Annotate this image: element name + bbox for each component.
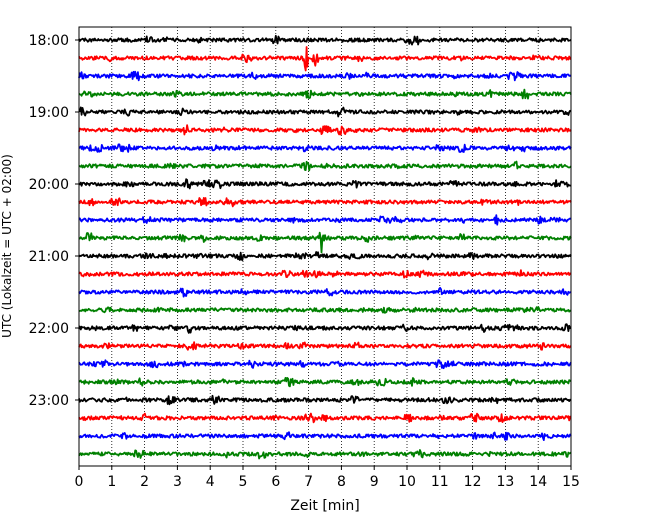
trace-row — [78, 34, 572, 46]
trace-row — [78, 377, 572, 388]
trace-row — [78, 124, 572, 136]
y-tick-label: 20:00 — [29, 177, 69, 193]
trace-row — [78, 106, 572, 118]
trace-row — [78, 143, 572, 153]
trace-row — [78, 251, 572, 261]
trace-row — [78, 341, 572, 351]
plot-frame — [78, 26, 572, 467]
x-tick-label: 10 — [398, 474, 416, 490]
y-axis-label: UTC (Lokalzeit = UTC + 02:00) — [0, 154, 14, 338]
y-tick-label: 19:00 — [29, 105, 69, 121]
x-tick-label: 2 — [140, 474, 149, 490]
trace-row — [78, 323, 572, 334]
trace-row — [78, 431, 572, 441]
trace-row — [78, 286, 572, 298]
x-tick-label: 11 — [431, 474, 449, 490]
trace-row — [78, 88, 572, 100]
x-tick-label: 9 — [370, 474, 379, 490]
trace-row — [78, 214, 572, 226]
x-tick-label: 8 — [337, 474, 346, 490]
y-tick-label: 23:00 — [29, 393, 69, 409]
trace-row — [78, 394, 572, 406]
x-tick-label: 4 — [206, 474, 215, 490]
x-tick-label: 13 — [496, 474, 514, 490]
y-tick-label: 18:00 — [29, 33, 69, 49]
x-axis-label: Zeit [min] — [290, 498, 359, 514]
trace-row — [78, 412, 571, 424]
x-tick-label: 1 — [107, 474, 116, 490]
y-tick-label: 21:00 — [29, 249, 69, 265]
x-tick-label: 15 — [562, 474, 580, 490]
grid-layer — [111, 27, 539, 466]
trace-layer — [78, 34, 572, 460]
x-tick-label: 5 — [239, 474, 248, 490]
x-tick-label: 3 — [173, 474, 182, 490]
y-tick-label: 22:00 — [29, 321, 69, 337]
trace-row — [78, 306, 572, 314]
trace-row — [78, 449, 572, 460]
x-tick-label: 14 — [529, 474, 547, 490]
x-axis: 0 1 2 3 4 5 6 7 8 9 10 11 12 13 14 15 — [75, 466, 580, 490]
trace-row — [78, 269, 572, 279]
trace-row — [78, 359, 572, 370]
y-axis: 18:00 19:00 20:00 21:00 22:00 23:00 — [29, 33, 79, 409]
trace-row — [78, 197, 572, 208]
trace-row — [78, 178, 572, 190]
trace-row — [78, 70, 572, 82]
x-tick-label: 0 — [75, 474, 84, 490]
x-tick-label: 6 — [271, 474, 280, 490]
x-tick-label: 7 — [304, 474, 313, 490]
trace-row — [78, 46, 572, 72]
trace-row — [79, 231, 572, 254]
trace-row — [78, 160, 572, 172]
x-tick-label: 12 — [464, 474, 482, 490]
